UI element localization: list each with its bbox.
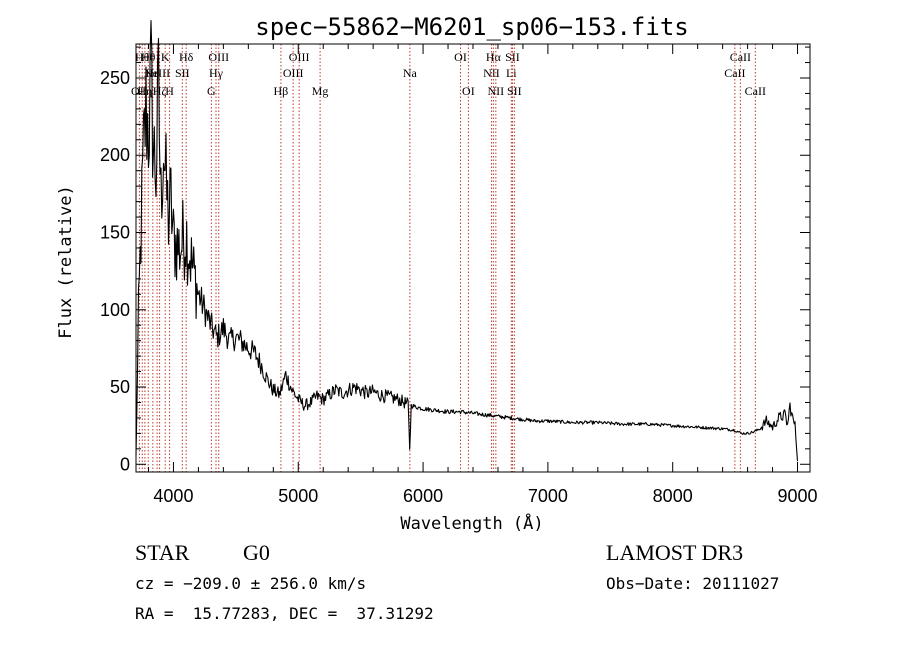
obs-date: Obs−Date: 20111027 bbox=[606, 574, 780, 593]
y-tick-label: 150 bbox=[100, 223, 130, 243]
spectral-line-label: H bbox=[165, 84, 174, 98]
x-tick-label: 8000 bbox=[653, 486, 693, 506]
coordinates-readout: RA = 15.77283, DEC = 37.31292 bbox=[135, 604, 434, 623]
spectral-line-label: CaII bbox=[724, 66, 745, 80]
x-tick-label: 6000 bbox=[403, 486, 443, 506]
y-tick-label: 0 bbox=[120, 454, 130, 474]
y-tick-label: 250 bbox=[100, 68, 130, 88]
spectral-line-label: Hζ bbox=[153, 84, 167, 98]
spectral-line-label: NII bbox=[483, 66, 500, 80]
chart-title: spec−55862−M6201_sp06−153.fits bbox=[255, 13, 688, 41]
y-tick-label: 50 bbox=[110, 377, 130, 397]
x-tick-label: 7000 bbox=[528, 486, 568, 506]
x-tick-label: 9000 bbox=[777, 486, 817, 506]
y-tick-label: 100 bbox=[100, 300, 130, 320]
spectral-line-label: SII bbox=[507, 84, 522, 98]
spectral-line-label: OII bbox=[131, 84, 148, 98]
spectral-line-label: NII bbox=[488, 84, 505, 98]
x-tick-label: 4000 bbox=[153, 486, 193, 506]
spectral-line-label: OI bbox=[462, 84, 475, 98]
y-tick-label: 200 bbox=[100, 145, 130, 165]
survey-name: LAMOST DR3 bbox=[606, 540, 744, 565]
y-axis-label: Flux (relative) bbox=[56, 185, 76, 339]
spectral-line-label: OIII bbox=[283, 66, 304, 80]
object-class: STAR bbox=[135, 540, 190, 565]
spectral-line-label: OIII bbox=[289, 50, 310, 64]
spectral-line-label: Hθ bbox=[141, 50, 156, 64]
spectral-line-label: SII bbox=[505, 50, 520, 64]
spectral-line-label: K bbox=[161, 50, 170, 64]
spectral-line-label: Hα bbox=[486, 50, 502, 64]
spectral-line-label: OIII bbox=[208, 50, 229, 64]
spectral-line-label: Na bbox=[403, 66, 418, 80]
plot-frame bbox=[135, 43, 811, 473]
spectral-line-label: Hδ bbox=[179, 50, 194, 64]
velocity-readout: cz = −209.0 ± 256.0 km/s bbox=[135, 574, 367, 593]
spectral-line-label: Hθ bbox=[135, 50, 150, 64]
spectral-line-label: CaII bbox=[730, 50, 751, 64]
spectral-line-label: OI bbox=[454, 50, 467, 64]
spectral-line-label: SII bbox=[175, 66, 190, 80]
x-tick-label: 5000 bbox=[278, 486, 318, 506]
flux-series-line bbox=[135, 20, 799, 462]
axis-ticks: 4000 5000 6000 7000 8000 9000 0 50 100 150 200 250 bbox=[100, 44, 818, 506]
spectral-line-label: Li bbox=[506, 66, 517, 80]
spectral-line-label: Mg bbox=[312, 84, 329, 98]
spectral-lines: OIIHθHηHθHηNeIIIHζKHSIIHδGHγOIIIHβOIIIOI… bbox=[131, 44, 766, 472]
object-subclass: G0 bbox=[243, 540, 270, 565]
spectral-line-label: Hβ bbox=[274, 84, 289, 98]
spectral-line-label: G bbox=[207, 84, 216, 98]
spectral-line-label: CaII bbox=[745, 84, 766, 98]
x-axis-label: Wavelength (Å) bbox=[400, 512, 543, 534]
spectral-line-label: Hγ bbox=[209, 66, 224, 80]
spectral-line-label: Hη bbox=[145, 66, 160, 80]
